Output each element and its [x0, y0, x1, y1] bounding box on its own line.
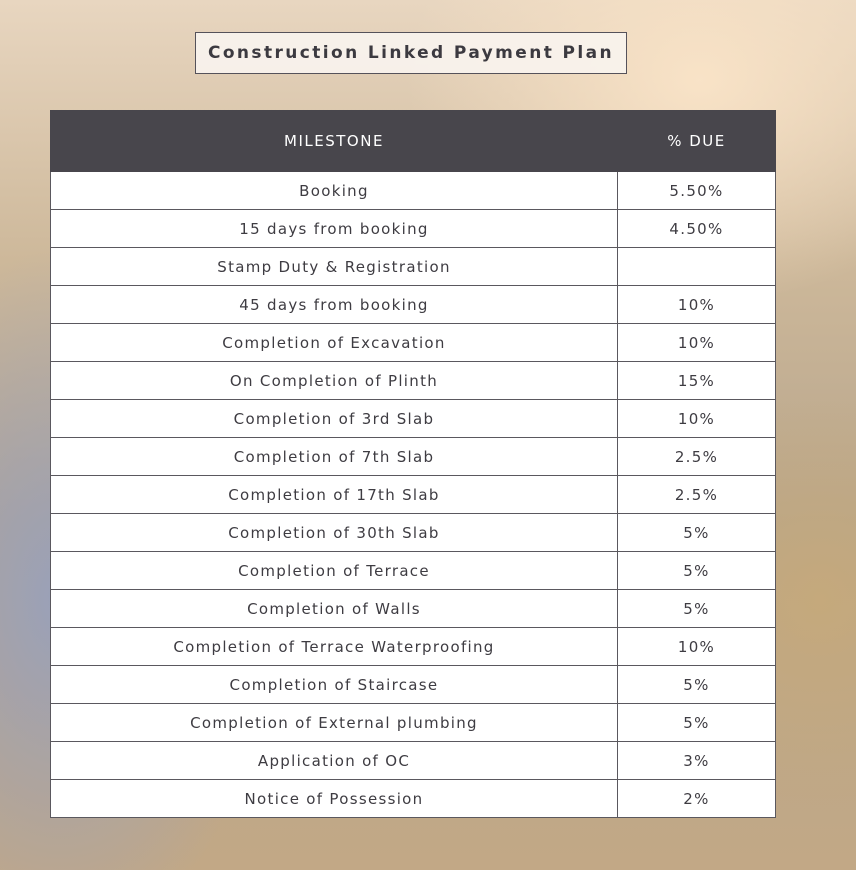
milestone-cell: On Completion of Plinth [50, 361, 618, 400]
milestone-cell: Completion of Terrace [50, 551, 618, 590]
due-cell: 10% [617, 627, 776, 666]
milestone-cell: Completion of Terrace Waterproofing [50, 627, 618, 666]
table-row: Stamp Duty & Registration [50, 247, 776, 286]
milestone-cell: Completion of 3rd Slab [50, 399, 618, 438]
payment-table: MILESTONE % DUE Booking 5.50% 15 days from… [50, 110, 776, 818]
due-cell: 4.50% [617, 209, 776, 248]
table-row: Booking 5.50% [50, 171, 776, 210]
table-row: 15 days from booking 4.50% [50, 209, 776, 248]
milestone-cell: Application of OC [50, 741, 618, 780]
table-row: Completion of Excavation 10% [50, 323, 776, 362]
due-cell: 5% [617, 703, 776, 742]
table-row: Completion of Staircase 5% [50, 665, 776, 704]
table-row: 45 days from booking 10% [50, 285, 776, 324]
table-row: Completion of Terrace 5% [50, 551, 776, 590]
due-cell: 10% [617, 323, 776, 362]
table-row: Application of OC 3% [50, 741, 776, 780]
milestone-cell: Booking [50, 171, 618, 210]
milestone-cell: 15 days from booking [50, 209, 618, 248]
table-row: On Completion of Plinth 15% [50, 361, 776, 400]
header-cell: % DUE [617, 110, 776, 172]
due-cell: 15% [617, 361, 776, 400]
table-row: Completion of 17th Slab 2.5% [50, 475, 776, 514]
milestone-cell: Completion of Staircase [50, 665, 618, 704]
header-cell: MILESTONE [50, 110, 618, 172]
due-cell: 2% [617, 779, 776, 818]
milestone-cell: Completion of 17th Slab [50, 475, 618, 514]
table-row: Completion of 3rd Slab 10% [50, 399, 776, 438]
milestone-cell: Completion of External plumbing [50, 703, 618, 742]
table-row: Notice of Possession 2% [50, 779, 776, 818]
milestone-cell: Notice of Possession [50, 779, 618, 818]
due-cell: 10% [617, 399, 776, 438]
table-body: Booking 5.50% 15 days from booking 4.50% Sta… [50, 171, 776, 818]
title: Construction Linked Payment Plan [195, 32, 627, 74]
milestone-cell: Completion of Walls [50, 589, 618, 628]
table-row: Completion of External plumbing 5% [50, 703, 776, 742]
due-cell: 2.5% [617, 475, 776, 514]
due-cell [617, 247, 776, 286]
due-cell: 5% [617, 551, 776, 590]
due-cell: 3% [617, 741, 776, 780]
header-row: MILESTONE % DUE [50, 110, 776, 172]
table-row: Completion of 30th Slab 5% [50, 513, 776, 552]
table-row: Completion of 7th Slab 2.5% [50, 437, 776, 476]
milestone-cell: 45 days from booking [50, 285, 618, 324]
table-row: Completion of Terrace Waterproofing 10% [50, 627, 776, 666]
milestone-cell: Completion of Excavation [50, 323, 618, 362]
milestone-cell: Completion of 30th Slab [50, 513, 618, 552]
milestone-cell: Stamp Duty & Registration [50, 247, 618, 286]
milestone-cell: Completion of 7th Slab [50, 437, 618, 476]
due-cell: 5.50% [617, 171, 776, 210]
due-cell: 5% [617, 513, 776, 552]
due-cell: 2.5% [617, 437, 776, 476]
due-cell: 10% [617, 285, 776, 324]
due-cell: 5% [617, 589, 776, 628]
table-row: Completion of Walls 5% [50, 589, 776, 628]
due-cell: 5% [617, 665, 776, 704]
